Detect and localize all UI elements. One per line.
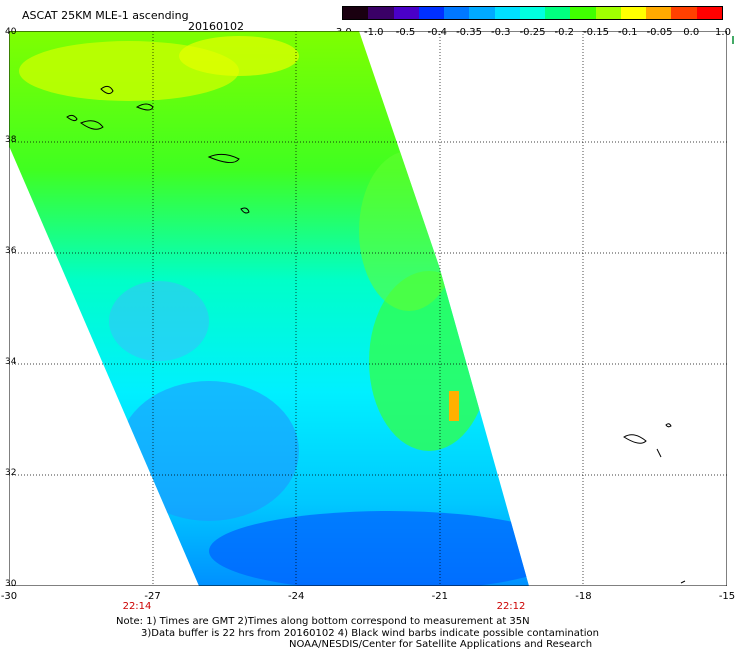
lon-label: -21	[431, 591, 448, 602]
colorbar-tick-label: 1.0	[715, 27, 731, 38]
colorbar-tick-label: -0.25	[519, 27, 546, 38]
swath-map	[9, 31, 727, 586]
colorbar-segment	[469, 7, 495, 19]
colorbar-tick-label: -0.2	[554, 27, 575, 38]
colorbar-tick-label: -0.35	[456, 27, 482, 38]
lat-label: 38	[5, 135, 17, 145]
colorbar-segment	[418, 7, 445, 19]
note-line-1: Note: 1) Times are GMT 2)Times along bot…	[116, 616, 530, 627]
colorbar-tick-label: -0.3	[490, 27, 511, 38]
colorbar-segment	[570, 7, 596, 19]
colorbar-segment	[620, 7, 647, 19]
colorbar-tick-label: -0.4	[427, 27, 448, 38]
pass-time: 22:14	[122, 601, 152, 612]
pass-time: 22:12	[496, 601, 526, 612]
colorbar-segment	[595, 7, 621, 19]
colorbar-tick-label: -0.05	[646, 27, 673, 38]
lat-label: 30	[5, 579, 17, 589]
colorbar-segment	[393, 7, 419, 19]
colorbar-segment	[545, 7, 571, 19]
lon-label: -30	[0, 591, 18, 602]
colorbar-tick-label: -0.1	[617, 27, 638, 38]
lon-label: -27	[144, 591, 161, 602]
colorbar-segment	[343, 7, 369, 19]
lat-label: 40	[5, 27, 17, 37]
colorbar-segment	[671, 7, 697, 19]
lon-label: -24	[288, 591, 305, 602]
colorbar	[342, 6, 723, 20]
side-marker	[732, 36, 734, 44]
colorbar-segment	[646, 7, 672, 19]
lat-label: 34	[5, 357, 17, 367]
colorbar-segment	[494, 7, 520, 19]
lon-label: -15	[718, 591, 736, 602]
colorbar-segment	[444, 7, 470, 19]
note-line-3: NOAA/NESDIS/Center for Satellite Applica…	[289, 639, 593, 650]
lon-label: -18	[575, 591, 592, 602]
colorbar-tick-label: -0.15	[583, 27, 609, 38]
grid	[9, 31, 727, 586]
island-outlines	[66, 85, 686, 584]
colorbar-segment	[368, 7, 394, 19]
lat-label: 32	[5, 468, 17, 478]
colorbar-tick-label: -0.5	[395, 27, 416, 38]
wind-swath	[9, 31, 529, 586]
map-title: ASCAT 25KM MLE-1 ascending	[22, 9, 189, 22]
colorbar-tick-label: -1.0	[363, 27, 384, 38]
colorbar-segment	[696, 7, 722, 19]
colorbar-tick-label: 0.0	[683, 27, 700, 38]
note-line-2: 3)Data buffer is 22 hrs from 20160102 4)…	[141, 628, 599, 639]
colorbar-segment	[519, 7, 546, 19]
lat-label: 36	[5, 246, 17, 256]
map-date: 20160102	[188, 20, 244, 33]
